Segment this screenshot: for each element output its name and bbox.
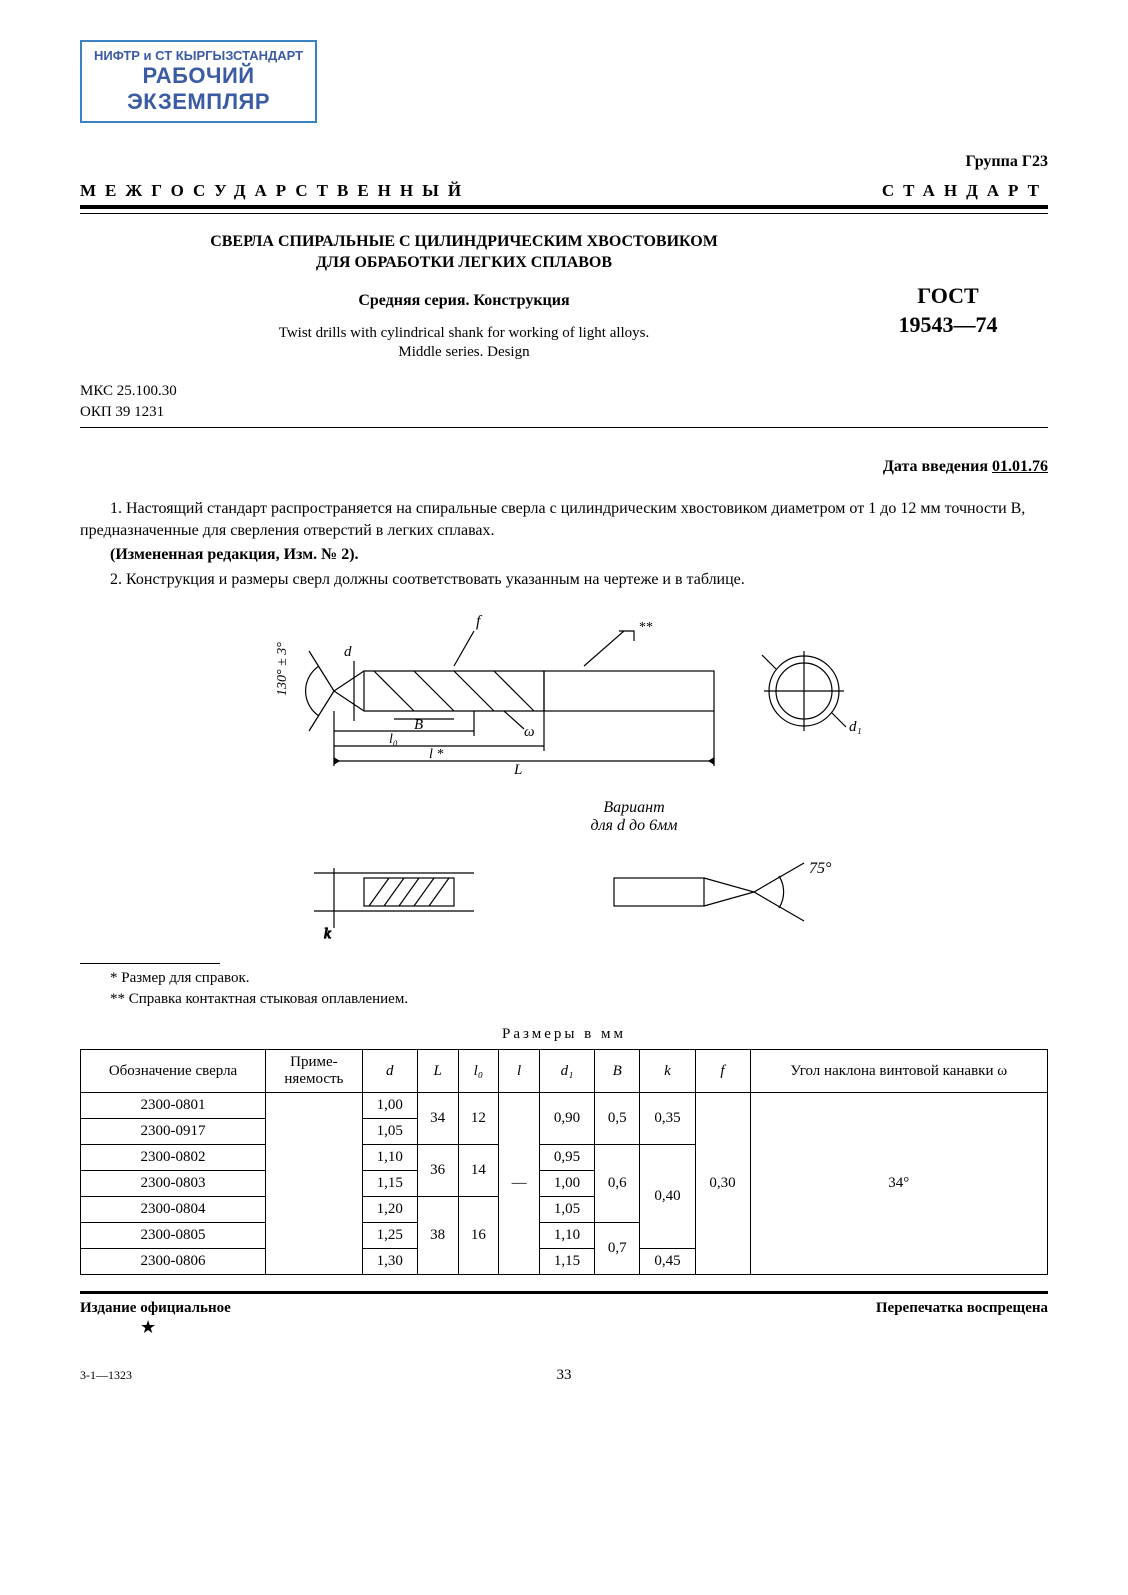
- variant-line1: Вариант: [603, 799, 664, 816]
- spaced-title-right: СТАНДАРТ: [882, 181, 1048, 201]
- para-1b: (Измененная редакция, Изм. № 2).: [80, 544, 1048, 566]
- col-d1: d₁: [539, 1050, 594, 1093]
- en-text: Twist drills with cylindrical shank for …: [80, 324, 848, 363]
- code-mks: МКС 25.100.30: [80, 381, 848, 402]
- footnote-rule: [80, 963, 220, 964]
- header-left: СВЕРЛА СПИРАЛЬНЫЕ С ЦИЛИНДРИЧЕСКИМ ХВОСТ…: [80, 232, 848, 423]
- table-header-row: Обозначение сверла Приме- няемость d L l…: [81, 1050, 1048, 1093]
- col-L: L: [417, 1050, 458, 1093]
- gost-label: ГОСТ: [848, 282, 1048, 311]
- d-label: d: [344, 644, 352, 660]
- col-d: d: [362, 1050, 417, 1093]
- drawing-zone: 130° ± 3° f d ω B l₀ l * L ** d₁ Вариант…: [80, 601, 1048, 943]
- col-B: B: [594, 1050, 639, 1093]
- spaced-title-left: МЕЖГОСУДАРСТВЕННЫЙ: [80, 181, 470, 201]
- table-row: 2300-0801 1,00 34 12 — 0,90 0,5 0,35 0,3…: [81, 1093, 1048, 1119]
- body-text: 1. Настоящий стандарт распространяется н…: [80, 498, 1048, 592]
- l-label: l *: [429, 747, 443, 762]
- date-intro-value: 01.01.76: [992, 458, 1048, 475]
- omega-label: ω: [524, 724, 535, 740]
- footer-right: Перепечатка воспрещена: [876, 1300, 1048, 1317]
- footnotes: * Размер для справок. ** Справка контакт…: [80, 968, 1048, 1010]
- title-ru-1: СВЕРЛА СПИРАЛЬНЫЕ С ЦИЛИНДРИЧЕСКИМ ХВОСТ…: [80, 232, 848, 253]
- footnote-2: ** Справка контактная стыковая оплавлени…: [110, 989, 1048, 1010]
- stamp-line2: РАБОЧИЙ: [94, 63, 303, 89]
- footer-row: Издание официальное Перепечатка воспреще…: [80, 1300, 1048, 1317]
- col-prim: Приме- няемость: [266, 1050, 363, 1093]
- para-2: 2. Конструкция и размеры сверл должны со…: [80, 569, 1048, 591]
- stamp-box: НИФТР и СТ КЫРГЫЗСТАНДАРТ РАБОЧИЙ ЭКЗЕМП…: [80, 40, 317, 123]
- angle75-label: 75°: [809, 860, 832, 877]
- variant-line2: для d до 6мм: [590, 817, 677, 834]
- subtitle-ru: Средняя серия. Конструкция: [80, 292, 848, 310]
- B-label: B: [414, 717, 423, 733]
- footnote-1: * Размер для справок.: [110, 968, 1048, 989]
- col-omega: Угол наклона винтовой канавки ω: [750, 1050, 1047, 1093]
- footer-left: Издание официальное: [80, 1300, 231, 1317]
- codes: МКС 25.100.30 ОКП 39 1231: [80, 381, 848, 423]
- stamp-line3: ЭКЗЕМПЛЯР: [94, 89, 303, 115]
- rule-top-thick: [80, 205, 1048, 209]
- title-ru-2: ДЛЯ ОБРАБОТКИ ЛЕГКИХ СПЛАВОВ: [80, 253, 848, 274]
- group-label: Группа Г23: [80, 153, 1048, 171]
- L-label: L: [513, 762, 522, 778]
- en-line2: Middle series. Design: [80, 343, 848, 363]
- en-line1: Twist drills with cylindrical shank for …: [80, 324, 848, 344]
- date-intro-label: Дата введения: [883, 458, 988, 475]
- d1-label: d₁: [849, 719, 862, 735]
- l0-label: l₀: [389, 732, 398, 747]
- col-l0: l₀: [458, 1050, 499, 1093]
- rule-top-thin: [80, 213, 1048, 214]
- para-1: 1. Настоящий стандарт распространяется н…: [80, 498, 1048, 543]
- date-intro: Дата введения 01.01.76: [80, 458, 1048, 476]
- dimensions-table: Обозначение сверла Приме- няемость d L l…: [80, 1049, 1048, 1275]
- code-okp: ОКП 39 1231: [80, 402, 848, 423]
- footer-star: ★: [140, 1317, 1048, 1338]
- drill-drawing: 130° ± 3° f d ω B l₀ l * L ** d₁: [214, 601, 914, 791]
- variant-label: Вариант для d до 6мм: [220, 799, 1048, 835]
- variant-drawing: k 75°: [214, 843, 914, 943]
- col-l: l: [499, 1050, 540, 1093]
- weld-label: **: [639, 620, 653, 635]
- page-number: 33: [80, 1367, 1048, 1384]
- gost-number: 19543—74: [848, 311, 1048, 340]
- f-label: f: [476, 613, 483, 630]
- k-label: k: [324, 926, 331, 942]
- header-right: ГОСТ 19543—74: [848, 232, 1048, 423]
- angle-label: 130° ± 3°: [275, 642, 290, 696]
- table-title: Размеры в мм: [80, 1026, 1048, 1043]
- col-code: Обозначение сверла: [81, 1050, 266, 1093]
- spaced-title: МЕЖГОСУДАРСТВЕННЫЙ СТАНДАРТ: [80, 181, 1048, 201]
- col-f: f: [695, 1050, 750, 1093]
- col-k: k: [640, 1050, 695, 1093]
- stamp-line1: НИФТР и СТ КЫРГЫЗСТАНДАРТ: [94, 48, 303, 63]
- rule-bottom-thick: [80, 1291, 1048, 1294]
- rule-mid-thin: [80, 427, 1048, 428]
- header-block: СВЕРЛА СПИРАЛЬНЫЕ С ЦИЛИНДРИЧЕСКИМ ХВОСТ…: [80, 232, 1048, 423]
